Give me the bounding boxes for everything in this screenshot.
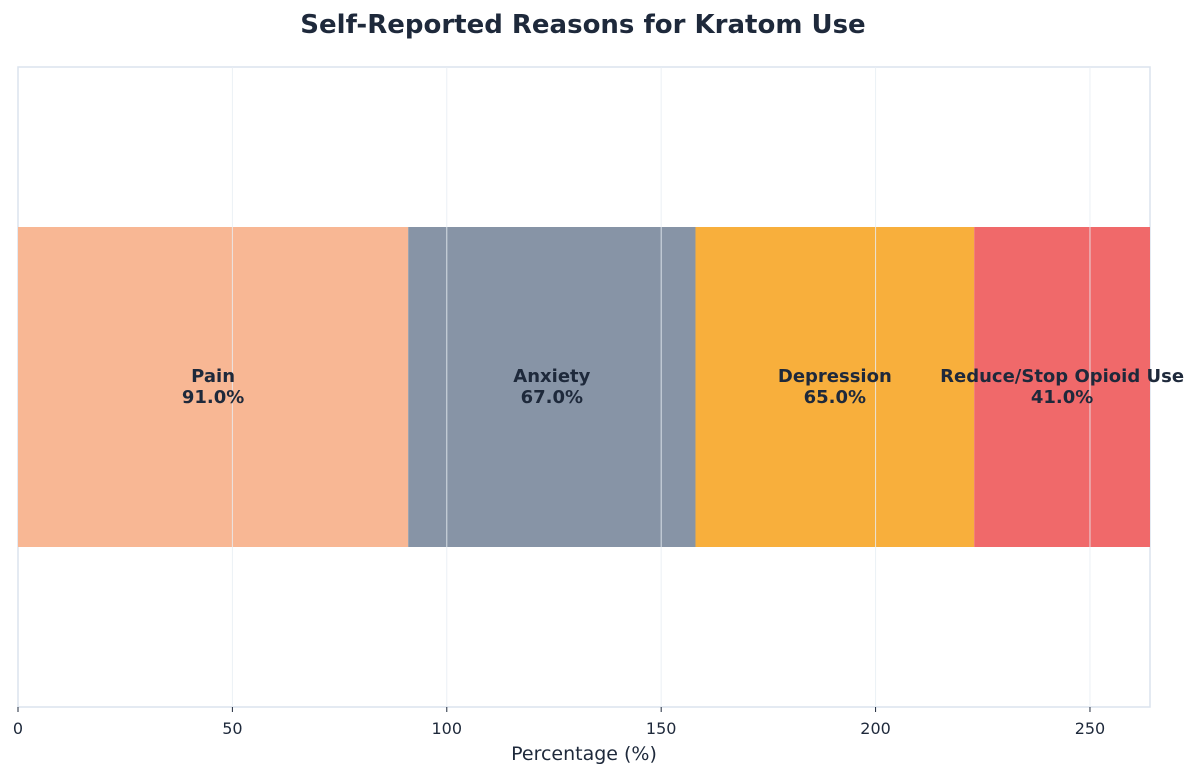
x-tick-label: 250	[1075, 719, 1106, 738]
segment-label-anxiety: Anxiety	[513, 366, 590, 387]
x-axis-ticks: 0 50 100 150 200 250	[13, 707, 1105, 738]
bar-segment-pain	[18, 227, 409, 547]
segment-label-pain: Pain	[191, 366, 235, 387]
bar-segment-reduce-stop-opioid-use	[974, 227, 1150, 547]
segment-label-depression: Depression	[778, 366, 892, 387]
segment-value-reduce-stop-opioid-use: 41.0%	[1031, 387, 1093, 408]
segment-value-anxiety: 67.0%	[521, 387, 583, 408]
bar-segments	[18, 227, 1150, 547]
x-tick-label: 150	[646, 719, 677, 738]
x-tick-label: 100	[432, 719, 463, 738]
segment-value-pain: 91.0%	[182, 387, 244, 408]
x-axis-label: Percentage (%)	[511, 743, 657, 765]
gridlines	[231, 67, 1091, 707]
x-tick-label: 0	[13, 719, 23, 738]
segment-value-depression: 65.0%	[804, 387, 866, 408]
x-tick-label: 50	[222, 719, 242, 738]
chart-title: Self-Reported Reasons for Kratom Use	[300, 10, 865, 40]
segment-label-reduce-stop-opioid-use: Reduce/Stop Opioid Use	[940, 366, 1184, 387]
bar-segment-depression	[695, 227, 975, 547]
x-tick-label: 200	[860, 719, 891, 738]
bar-segment-anxiety	[408, 227, 696, 547]
